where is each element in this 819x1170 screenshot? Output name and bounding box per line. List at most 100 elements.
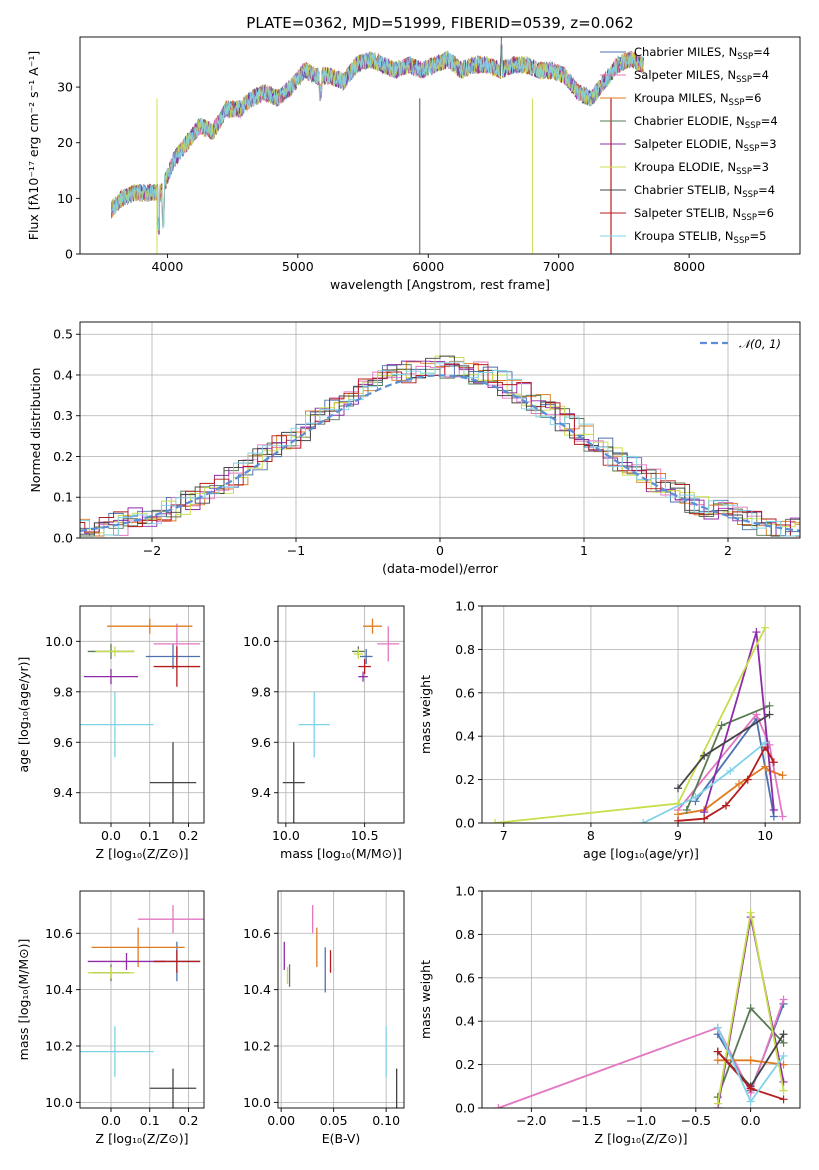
x-tick-label: 10.5	[351, 828, 379, 843]
x-tick-label: 0.05	[320, 1113, 348, 1128]
weight-vs-age-panel: 7 8 9 10 0.0 0.2 0.4 0.6 0.8 1.0 age [log₁₀(age/yr…	[418, 599, 801, 861]
residual-histograms	[80, 355, 800, 537]
weight-marker	[726, 766, 735, 775]
y-tick-label: 9.4	[251, 785, 271, 800]
y-tick-label: 0.4	[455, 1014, 475, 1029]
axes-frame	[79, 36, 801, 255]
weight-line-8	[642, 741, 766, 823]
y-tick-label: 10.4	[45, 982, 73, 997]
weight-marker	[779, 1030, 788, 1039]
weight-marker	[779, 1095, 788, 1104]
x-tick-label: 7	[500, 828, 508, 843]
axes-frame	[277, 605, 405, 824]
chart-title: PLATE=0362, MJD=51999, FIBERID=0539, z=0…	[246, 14, 633, 32]
age-vs-mass-points	[282, 618, 400, 823]
legend-entry: Salpeter MILES, NSSP=4	[634, 68, 769, 85]
y-tick-label: 0.6	[455, 685, 475, 700]
legend-nssp: =3	[760, 137, 777, 151]
x-tick-label: −0.5	[681, 1113, 711, 1128]
legend-entry: Salpeter STELIB, NSSP=6	[634, 206, 774, 223]
normal-curve	[80, 374, 800, 532]
legend-subscript: SSP	[736, 75, 752, 85]
y-tick-label: 0.0	[455, 1101, 475, 1116]
axes-frame	[481, 890, 801, 1109]
legend-entry: Chabrier STELIB, NSSP=4	[634, 183, 775, 200]
y-axis-label: age [log₁₀(age/yr)]	[16, 657, 31, 773]
y-tick-label: 30	[57, 80, 73, 95]
y-tick-label: 10.2	[45, 1039, 73, 1054]
x-tick-label: 0.0	[741, 1113, 761, 1128]
weight-marker	[746, 1097, 755, 1106]
x-tick-label: 0.1	[140, 1113, 160, 1128]
y-tick-label: 10.0	[45, 1095, 73, 1110]
legend-label-normal: 𝒩(0, 1)	[739, 337, 781, 351]
weight-marker	[721, 801, 730, 810]
x-tick-label: −1	[287, 543, 305, 558]
x-tick-label: −1.0	[626, 1113, 656, 1128]
x-tick-label: 8000	[673, 259, 705, 274]
mass-vs-ebv-panel: 0.00 0.05 0.10 10.0 10.2 10.4 10.6 E(B-V)	[243, 890, 405, 1146]
y-axis-label: mass [log₁₀(M/M⊙)]	[16, 939, 31, 1061]
x-tick-label: 0.1	[140, 828, 160, 843]
y-tick-label: 9.4	[53, 785, 73, 800]
legend-label: Salpeter STELIB, N	[634, 206, 741, 220]
weight-marker	[713, 1023, 722, 1032]
legend-label: Chabrier STELIB, N	[634, 183, 742, 197]
x-axis-label: Z [log₁₀(Z/Z⊙)]	[96, 1131, 189, 1146]
y-tick-label: 10.0	[243, 634, 271, 649]
axes-frame	[79, 890, 205, 1109]
axes-frame	[79, 321, 801, 539]
y-tick-label: 0.3	[53, 408, 73, 423]
weight-marker	[779, 1077, 788, 1086]
x-tick-label: 0.00	[267, 1113, 295, 1128]
weight-marker	[779, 1038, 788, 1047]
weight-marker	[639, 819, 648, 823]
legend-label: Salpeter MILES, N	[634, 68, 736, 82]
y-tick-label: 0.2	[455, 1057, 475, 1072]
legend-nssp: =5	[749, 229, 766, 243]
y-tick-label: 1.0	[455, 599, 475, 614]
weight-marker	[778, 771, 787, 780]
x-axis-label: mass [log₁₀(M/M⊙)]	[280, 846, 402, 861]
y-tick-label: 0.0	[455, 816, 475, 831]
legend-nssp: =4	[753, 45, 770, 59]
legend-subscript: SSP	[741, 213, 757, 223]
y-tick-label: 1.0	[455, 884, 475, 899]
weight-marker	[779, 995, 788, 1004]
legend-entry: Salpeter ELODIE, NSSP=3	[634, 137, 777, 154]
weight-marker	[761, 762, 770, 771]
axes-frame	[277, 890, 405, 1109]
age-vs-z-points	[80, 618, 201, 823]
emission-spike	[500, 37, 502, 76]
legend-entry: Chabrier MILES, NSSP=4	[634, 45, 770, 62]
weight-marker	[700, 751, 709, 760]
y-tick-label: 0.4	[455, 729, 475, 744]
legend-entry: Kroupa ELODIE, NSSP=3	[634, 160, 769, 177]
y-tick-label: 10.6	[45, 926, 73, 941]
x-tick-label: −2	[143, 543, 161, 558]
legend-nssp: =6	[757, 206, 774, 220]
weight-vs-age-lines	[491, 623, 787, 823]
weight-marker	[779, 1051, 788, 1060]
x-tick-label: 0	[436, 543, 444, 558]
y-axis-label: Flux [fλ10⁻¹⁷ erg cm⁻² s⁻¹ A⁻¹]	[26, 51, 41, 240]
weight-line-1	[677, 712, 784, 817]
y-tick-label: 9.6	[53, 735, 73, 750]
weight-marker	[778, 812, 787, 821]
x-tick-label: 8	[587, 828, 595, 843]
x-tick-label: 9	[674, 828, 682, 843]
mass-vs-z-panel: 0.0 0.1 0.2 10.0 10.2 10.4 10.6 Z [log₁₀(Z/Z⊙)]…	[16, 890, 205, 1146]
legend-label: Chabrier MILES, N	[634, 45, 737, 59]
weight-marker	[746, 1084, 755, 1093]
x-tick-label: 0.0	[101, 828, 121, 843]
y-tick-label: 9.8	[53, 684, 73, 699]
weight-marker	[746, 1004, 755, 1013]
x-axis-label: wavelength [Angstrom, rest frame]	[330, 277, 550, 292]
histogram-7	[80, 363, 800, 537]
weight-marker	[752, 628, 761, 637]
weight-marker	[769, 758, 778, 767]
y-tick-label: 10.6	[243, 926, 271, 941]
legend-entry: Kroupa MILES, NSSP=6	[634, 91, 761, 108]
x-tick-label: 0.0	[101, 1113, 121, 1128]
y-tick-label: 10.0	[243, 1095, 271, 1110]
